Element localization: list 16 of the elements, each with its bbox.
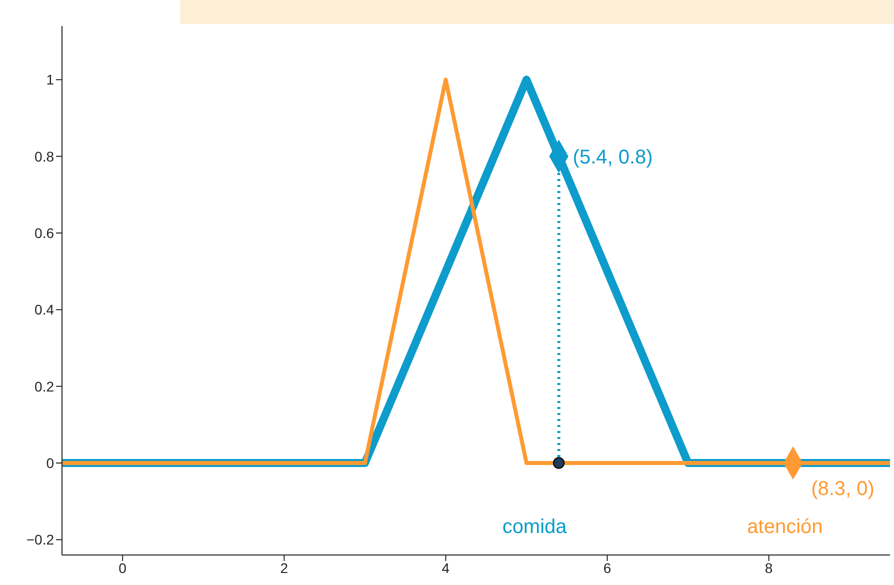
annotation: (8.3, 0): [811, 478, 874, 500]
x-tick-label: 6: [603, 560, 612, 576]
x-tick-label: 4: [442, 560, 450, 576]
text: comida: [502, 516, 568, 538]
x-tick-label: 0: [118, 560, 127, 576]
annotation: (5.4, 0.8): [572, 146, 653, 168]
y-tick-label: 0.4: [34, 302, 54, 318]
y-tick-label: 0: [46, 454, 54, 471]
y-tick-label: −0.2: [26, 532, 54, 548]
x-tick-label: 2: [280, 560, 288, 576]
text: atención: [747, 516, 823, 538]
y-tick-label: 0.8: [34, 148, 54, 164]
y-tick-label: 0.6: [34, 224, 54, 241]
x-tick-label: 8: [764, 560, 773, 576]
y-tick-label: 0.2: [34, 378, 54, 394]
y-tick-label: 1: [46, 72, 54, 88]
